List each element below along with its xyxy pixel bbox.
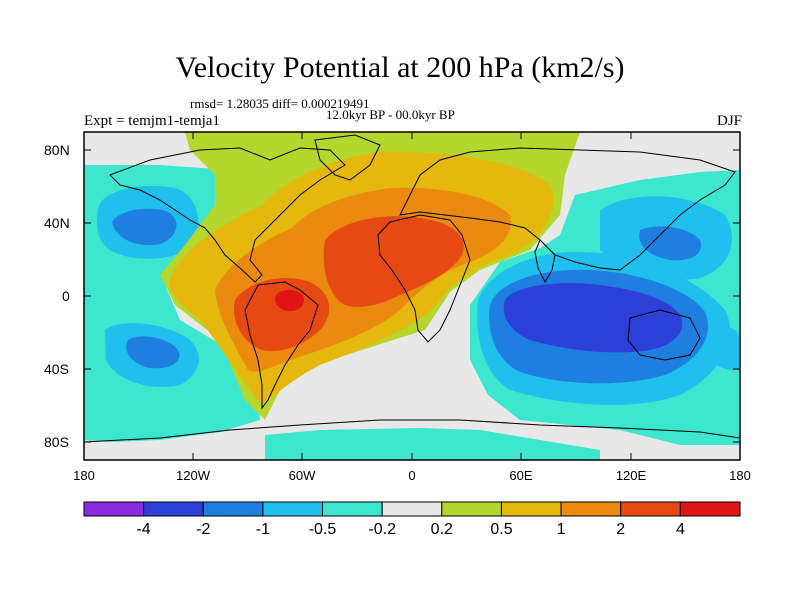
x-tick-label-60e: 60E bbox=[509, 468, 533, 483]
map-title: Velocity Potential at 200 hPa (km2/s) bbox=[175, 51, 625, 84]
tick-marks bbox=[84, 132, 740, 460]
colorbar-label-1: 1 bbox=[556, 521, 566, 538]
experiment-label: Expt = temjm1-temja1 bbox=[84, 113, 220, 129]
contour-west-pacific-mid bbox=[639, 226, 701, 261]
colorbar-label-m1: -1 bbox=[255, 521, 270, 538]
x-tick-label-180w: 180 bbox=[73, 468, 95, 483]
y-tick-label-0: 0 bbox=[62, 288, 70, 304]
colorbar-box-2 bbox=[202, 501, 264, 517]
contour-south-pacific-mid bbox=[126, 336, 180, 369]
contour-positive-red-core bbox=[275, 289, 304, 312]
period-text: 12.0kyr BP - 00.0kyr BP bbox=[326, 107, 455, 122]
colorbar-box-0 bbox=[83, 501, 145, 517]
y-tick-label-40s: 40S bbox=[44, 361, 69, 377]
colorbar-box-10 bbox=[679, 501, 741, 517]
colorbar-box-7 bbox=[501, 501, 562, 517]
colorbar-label-m4: -4 bbox=[136, 521, 151, 538]
colorbar-label-m2: -2 bbox=[196, 521, 211, 538]
x-tick-label-120w: 120W bbox=[176, 468, 210, 483]
contour-south-teal bbox=[265, 428, 600, 460]
coast-eurasia bbox=[399, 147, 736, 271]
x-tick-label-0: 0 bbox=[408, 468, 416, 483]
colorbar-label-4: 4 bbox=[675, 521, 685, 538]
x-tick-label-180e: 180 bbox=[729, 468, 751, 483]
coast-antarctica bbox=[84, 419, 740, 443]
contour-indian-ocean-core bbox=[503, 283, 683, 353]
colorbar-box-6 bbox=[441, 501, 502, 517]
y-tick-label-80n: 80N bbox=[44, 142, 70, 158]
x-tick-label-60w: 60W bbox=[288, 468, 316, 483]
colorbar-box-4 bbox=[322, 501, 383, 517]
contour-field bbox=[84, 132, 740, 460]
coast-south-america bbox=[244, 281, 319, 410]
coast-greenland bbox=[314, 134, 381, 181]
colorbar-box-5 bbox=[381, 501, 443, 517]
coast-north-america bbox=[109, 147, 346, 283]
coastlines bbox=[84, 134, 740, 443]
colorbar-label-2: 2 bbox=[616, 521, 626, 538]
colorbar-label-m02: -0.2 bbox=[368, 521, 396, 538]
x-tick-label-120e: 120E bbox=[615, 468, 647, 483]
coast-india bbox=[534, 239, 556, 284]
y-tick-label-40n: 40N bbox=[44, 215, 70, 231]
colorbar-box-3 bbox=[262, 501, 323, 517]
colorbar-box-9 bbox=[620, 501, 681, 517]
colorbar-label-02: 0.2 bbox=[430, 521, 453, 538]
colorbar-box-1 bbox=[143, 501, 204, 517]
colorbar-label-m05: -0.5 bbox=[308, 521, 337, 538]
coast-africa bbox=[377, 214, 471, 343]
contour-australia-east-blue bbox=[700, 325, 740, 371]
contour-north-pacific-mid bbox=[112, 208, 177, 246]
stats-text: rmsd= 1.28035 diff= 0.000219491 bbox=[190, 96, 370, 111]
y-tick-label-80s: 80S bbox=[44, 434, 69, 450]
colorbar-box-8 bbox=[560, 501, 622, 517]
season-label: DJF bbox=[716, 113, 742, 129]
colorbar-label-05: 0.5 bbox=[490, 521, 513, 538]
coast-australia bbox=[627, 309, 701, 361]
colorbar bbox=[83, 501, 741, 517]
contour-positive-redorange-africa bbox=[323, 216, 464, 307]
contour-positive-redorange-samerica bbox=[233, 278, 330, 352]
